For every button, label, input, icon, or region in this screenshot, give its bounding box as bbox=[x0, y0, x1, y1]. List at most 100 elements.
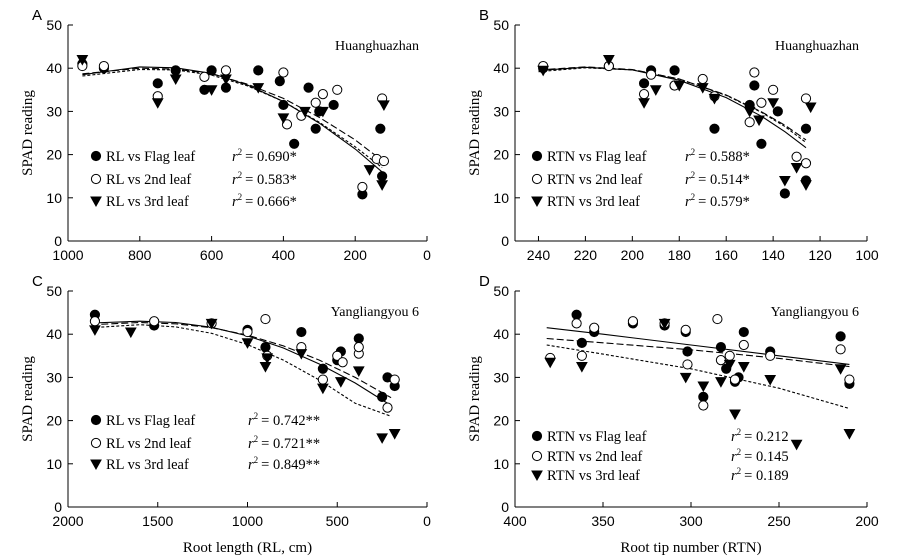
data-point-triangle-down bbox=[767, 98, 780, 109]
data-point-circle-filled bbox=[317, 363, 328, 374]
x-tick-label: 140 bbox=[761, 247, 785, 263]
data-point-circle-open bbox=[281, 119, 293, 130]
data-point-circle-filled bbox=[715, 342, 727, 353]
r2-superscript: 2 bbox=[254, 434, 259, 444]
r2-value: = 0.721** bbox=[261, 436, 320, 452]
data-point-circle-open bbox=[729, 374, 741, 385]
data-point-circle-filled bbox=[289, 138, 300, 149]
legend-label: RTN vs 3rd leaf bbox=[547, 468, 640, 484]
r2-superscript: 2 bbox=[254, 411, 259, 421]
y-tick-label: 30 bbox=[493, 369, 509, 385]
data-point-triangle-down bbox=[602, 55, 615, 66]
y-tick-label: 50 bbox=[46, 17, 62, 33]
data-point-circle-open bbox=[800, 93, 812, 104]
x-tick-label: 400 bbox=[272, 247, 296, 263]
r2-superscript: 2 bbox=[737, 466, 742, 476]
legend-marker-triangle-down bbox=[531, 196, 543, 208]
y-tick-label: 50 bbox=[46, 283, 62, 299]
y-tick-label: 10 bbox=[46, 456, 62, 472]
y-tick-label: 20 bbox=[493, 413, 509, 429]
data-point-triangle-down bbox=[169, 74, 182, 86]
legend-marker-circle-open bbox=[90, 437, 102, 449]
data-point-circle-filled bbox=[698, 391, 709, 402]
legend-marker-triangle-down bbox=[531, 470, 543, 482]
data-point-circle-filled bbox=[206, 65, 217, 76]
legend-label: RL vs Flag leaf bbox=[106, 149, 195, 165]
y-tick-label: 50 bbox=[493, 17, 509, 33]
data-point-triangle-down bbox=[537, 65, 550, 77]
y-tick-label: 40 bbox=[46, 326, 62, 342]
y-tick-label: 20 bbox=[46, 147, 62, 163]
panel-b: 0 10 20 30 40 50 240 220 200 180 160 140 120 100 B Huan… bbox=[467, 7, 879, 263]
data-point-triangle-down bbox=[124, 327, 137, 339]
data-point-circle-filled bbox=[353, 333, 364, 344]
data-point-triangle-down bbox=[723, 359, 736, 371]
data-point-circle-filled bbox=[296, 326, 307, 338]
x-tick-label: 120 bbox=[808, 247, 832, 263]
panel-label: C bbox=[32, 273, 43, 290]
data-point-circle-open bbox=[332, 350, 343, 361]
r2-superscript: 2 bbox=[238, 192, 243, 202]
r2-symbol: r bbox=[685, 149, 691, 165]
data-point-circle-open bbox=[844, 374, 855, 385]
legend-label: RL vs 3rd leaf bbox=[106, 457, 189, 473]
y-tick-label: 50 bbox=[493, 283, 509, 299]
data-point-circle-filled bbox=[377, 391, 388, 402]
x-tick-label: 220 bbox=[574, 247, 598, 263]
data-point-circle-open bbox=[791, 151, 802, 162]
data-point-circle-filled bbox=[738, 326, 749, 338]
legend-label: RL vs Flag leaf bbox=[106, 413, 195, 429]
data-point-triangle-down bbox=[378, 100, 390, 111]
legend-label: RTN vs 3rd leaf bbox=[547, 194, 640, 210]
data-point-circle-filled bbox=[835, 331, 846, 342]
data-point-circle-open bbox=[800, 158, 812, 169]
data-point-circle-filled bbox=[274, 76, 285, 87]
data-point-circle-open bbox=[697, 73, 708, 85]
data-point-triangle-down bbox=[241, 338, 254, 349]
data-point-triangle-down bbox=[658, 318, 671, 330]
data-point-triangle-down bbox=[299, 106, 311, 118]
r2-superscript: 2 bbox=[691, 170, 696, 180]
r2-value: = 0.583* bbox=[245, 172, 297, 188]
data-point-circle-open bbox=[724, 350, 735, 361]
data-point-circle-open bbox=[378, 155, 390, 167]
legend-marker-circle-open bbox=[90, 173, 102, 185]
x-tick-label: 1500 bbox=[142, 513, 173, 529]
data-point-circle-filled bbox=[571, 309, 582, 320]
data-point-circle-filled bbox=[170, 65, 181, 76]
y-axis-label: SPAD reading bbox=[20, 356, 36, 442]
data-point-triangle-down bbox=[259, 362, 272, 373]
y-tick-label: 0 bbox=[54, 233, 62, 249]
site-label: Yangliangyou 6 bbox=[331, 305, 419, 320]
data-point-triangle-down bbox=[205, 318, 218, 330]
data-point-circle-open bbox=[756, 97, 767, 108]
data-point-triangle-down bbox=[743, 106, 756, 118]
r2-symbol: r bbox=[685, 172, 691, 188]
data-point-circle-filled bbox=[779, 188, 790, 199]
data-point-circle-filled bbox=[328, 99, 339, 111]
y-tick-label: 10 bbox=[493, 456, 509, 472]
data-point-circle-open bbox=[220, 65, 232, 76]
r2-symbol: r bbox=[731, 449, 737, 465]
data-point-circle-open bbox=[242, 326, 253, 338]
data-point-triangle-down bbox=[638, 98, 650, 109]
data-point-circle-open bbox=[310, 97, 321, 108]
legend-label: RTN vs Flag leaf bbox=[547, 429, 647, 445]
panel-label: B bbox=[479, 7, 489, 24]
data-point-circle-filled bbox=[260, 342, 271, 353]
r2-superscript: 2 bbox=[691, 147, 696, 157]
data-point-circle-open bbox=[765, 350, 776, 361]
y-tick-label: 20 bbox=[493, 147, 509, 163]
data-point-triangle-down bbox=[334, 377, 347, 388]
y-tick-label: 40 bbox=[493, 60, 509, 76]
y-tick-label: 0 bbox=[501, 499, 509, 515]
data-point-circle-open bbox=[646, 69, 657, 80]
legend-label: RTN vs 2nd leaf bbox=[547, 172, 643, 188]
legend-r2: r2 = 0.212 bbox=[731, 427, 789, 445]
data-point-triangle-down bbox=[649, 85, 662, 96]
data-point-circle-open bbox=[382, 402, 393, 413]
r2-symbol: r bbox=[232, 194, 238, 210]
x-tick-label: 1000 bbox=[232, 513, 263, 529]
data-point-circle-open bbox=[278, 67, 289, 78]
